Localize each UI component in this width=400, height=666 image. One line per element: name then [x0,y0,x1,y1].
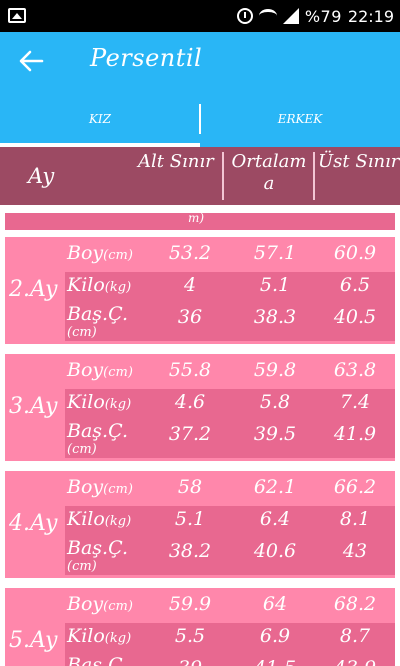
tab-kiz[interactable]: KIZ [0,90,200,147]
value-upper: 8.1 [339,508,371,530]
value-lower: 53.2 [168,242,212,264]
row-label-bas: Baş.Ç.(cm) [67,654,128,666]
status-icons: %79 22:19 [236,5,394,27]
value-mean: 62.1 [253,476,297,498]
header-upper-limit: Üst Sınır [318,151,400,172]
value-upper: 8.7 [339,625,371,647]
value-mean: 39.5 [253,423,297,445]
header-month: Ay [28,164,55,188]
month-label: 4.Ay [9,511,58,536]
percentile-list[interactable]: m) 2.Ay Boy(cm) 53.2 57.1 60.9 Kilo(kg) … [0,205,400,666]
row-label-bas: Baş.Ç.(cm) [67,420,128,458]
month-card: 3.Ay Boy(cm) 55.8 59.8 63.8 Kilo(kg) 4.6… [5,354,395,461]
value-upper: 40.5 [333,306,377,328]
app-bar: Persentil [0,32,400,90]
value-upper: 63.8 [333,359,377,381]
value-mean: 6.4 [259,508,291,530]
row-label-boy: Boy(cm) [67,242,133,264]
month-card: 2.Ay Boy(cm) 53.2 57.1 60.9 Kilo(kg) 4 5… [5,237,395,344]
row-kilo: Kilo(kg) 4 5.1 6.5 [65,272,395,304]
value-mean: 40.6 [253,540,297,562]
value-lower: 37.2 [168,423,212,445]
battery-percent: %79 [304,6,342,26]
value-mean: 41.5 [235,657,315,666]
value-lower: 4.6 [174,391,206,413]
row-kilo: Kilo(kg) 5.1 6.4 8.1 [65,506,395,538]
row-head-circumference: Baş.Ç.(cm) 36 38.3 40.5 [65,304,395,341]
value-upper: 68.2 [333,593,377,615]
alarm-icon [236,8,253,24]
back-arrow-icon[interactable] [18,48,44,74]
month-card: 4.Ay Boy(cm) 58 62.1 66.2 Kilo(kg) 5.1 6… [5,471,395,578]
month-label: 2.Ay [9,277,58,302]
row-label-boy: Boy(cm) [67,359,133,381]
value-lower: 55.8 [168,359,212,381]
row-boy: Boy(cm) 58 62.1 66.2 [65,474,395,506]
value-lower: 38.2 [168,540,212,562]
row-label-boy: Boy(cm) [67,593,133,615]
value-upper: 66.2 [333,476,377,498]
value-mean: 59.8 [253,359,297,381]
row-head-circumference: Baş.Ç.(cm) 37.2 39.5 41.9 [65,421,395,458]
list-item-partial: m) [5,211,395,230]
value-lower: 39 [150,657,230,666]
value-lower: 36 [177,306,203,328]
tab-bar: KIZ ERKEK [0,90,400,147]
month-label: 3.Ay [9,394,58,419]
row-boy: Boy(cm) 55.8 59.8 63.8 [65,357,395,389]
row-label-kilo: Kilo(kg) [67,391,132,413]
header-divider [222,152,224,200]
header-mean: Ortalam a [231,151,307,194]
page-title: Persentil [90,44,203,72]
tab-erkek-label: ERKEK [277,111,323,126]
tab-divider [199,104,201,134]
value-lower: 59.9 [168,593,212,615]
value-upper: 7.4 [339,391,371,413]
value-mean: 5.1 [259,274,291,296]
tab-kiz-label: KIZ [88,111,112,126]
header-lower-limit: Alt Sınır [138,151,214,172]
value-lower: 5.1 [174,508,206,530]
month-label: 5.Ay [9,628,58,653]
header-divider [313,152,315,200]
row-label-bas: Baş.Ç.(cm) [67,537,128,575]
status-bar: %79 22:19 [0,0,400,32]
value-mean: 57.1 [253,242,297,264]
value-upper: 43 [342,540,368,562]
row-kilo: Kilo(kg) 5.5 6.9 8.7 [65,623,395,655]
table-header: Ay Alt Sınır Ortalam a Üst Sınır [0,147,400,205]
row-label-bas: Baş.Ç.(cm) [67,303,128,341]
tab-selected-indicator [0,143,200,147]
partial-row-text: m) [188,211,205,225]
value-upper: 43.9 [315,657,395,666]
value-mean: 5.8 [259,391,291,413]
value-upper: 41.9 [333,423,377,445]
gallery-notification-icon [8,8,26,23]
signal-icon [282,8,299,24]
value-mean: 6.9 [259,625,291,647]
partial-row: m) [68,211,395,230]
row-boy: Boy(cm) 53.2 57.1 60.9 [65,240,395,272]
value-upper: 60.9 [333,242,377,264]
row-label-kilo: Kilo(kg) [67,508,132,530]
value-mean: 38.3 [253,306,297,328]
row-kilo: Kilo(kg) 4.6 5.8 7.4 [65,389,395,421]
row-label-kilo: Kilo(kg) [67,274,132,296]
clock: 22:19 [347,6,394,26]
value-lower: 4 [183,274,197,296]
row-label-boy: Boy(cm) [67,476,133,498]
value-upper: 6.5 [339,274,371,296]
tab-erkek[interactable]: ERKEK [200,90,400,147]
wifi-icon [258,9,277,23]
value-lower: 58 [177,476,203,498]
row-head-circumference: Baş.Ç.(cm) 38.2 40.6 43 [65,538,395,575]
row-head-circumference: Baş.Ç.(cm) 39 41.5 43.9 [65,655,395,666]
month-card: 5.Ay Boy(cm) 59.9 64 68.2 Kilo(kg) 5.5 6… [5,588,395,666]
row-boy: Boy(cm) 59.9 64 68.2 [65,591,395,623]
value-lower: 5.5 [174,625,206,647]
value-mean: 64 [262,593,288,615]
row-label-kilo: Kilo(kg) [67,625,132,647]
